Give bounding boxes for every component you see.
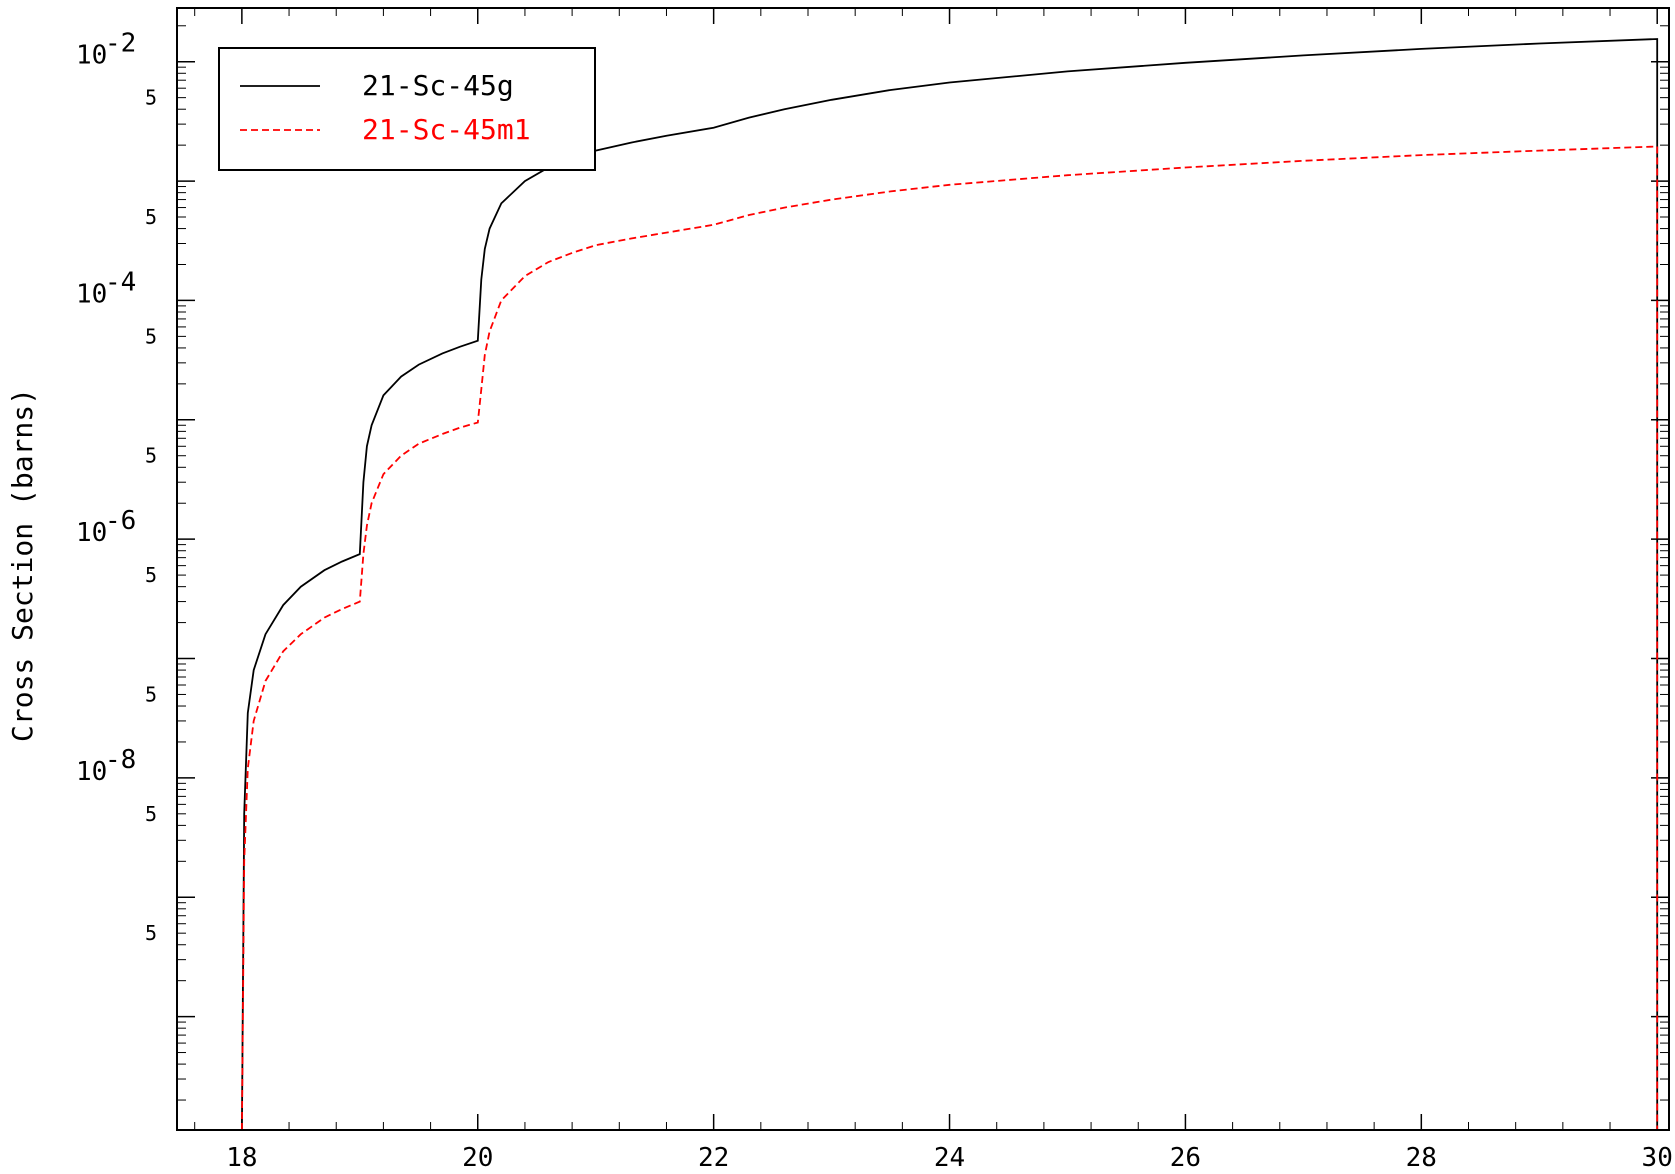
series-layer (241, 38, 1659, 1131)
y-tick-label-exponent: -6 (105, 506, 136, 536)
series-line-1 (241, 145, 1659, 1131)
y-minor-label: 5 (145, 921, 157, 945)
y-minor-label: 5 (145, 324, 157, 348)
x-tick-label: 30 (1642, 1143, 1673, 1173)
y-minor-label: 5 (145, 205, 157, 229)
x-tick-label: 28 (1406, 1143, 1437, 1173)
legend-box (218, 47, 596, 171)
y-minor-label: 5 (145, 563, 157, 587)
y-minor-label: 5 (145, 444, 157, 468)
y-minor-label: 5 (145, 86, 157, 110)
x-tick-label: 24 (934, 1143, 965, 1173)
x-tick-label: 22 (698, 1143, 729, 1173)
legend: 21-Sc-45g 21-Sc-45m1 (218, 47, 596, 171)
y-tick-label: 10 (76, 518, 107, 548)
y-axis-title: Cross Section (barns) (6, 388, 39, 742)
x-tick-label: 26 (1170, 1143, 1201, 1173)
y-tick-label: 10 (76, 279, 107, 309)
y-minor-label: 5 (145, 682, 157, 706)
plot-frame (176, 7, 1670, 1131)
legend-label-metastable: 21-Sc-45m1 (362, 113, 531, 146)
y-minor-label: 5 (145, 802, 157, 826)
series-line-0 (241, 38, 1659, 1131)
legend-label-ground: 21-Sc-45g (362, 69, 514, 102)
y-tick-label-exponent: -4 (105, 267, 136, 297)
y-tick-label-exponent: -8 (105, 745, 136, 775)
y-tick-label: 10 (76, 757, 107, 787)
y-tick-label-exponent: -2 (105, 29, 136, 59)
x-tick-label: 18 (226, 1143, 257, 1173)
x-tick-label: 20 (462, 1143, 493, 1173)
y-tick-label: 10 (76, 41, 107, 71)
